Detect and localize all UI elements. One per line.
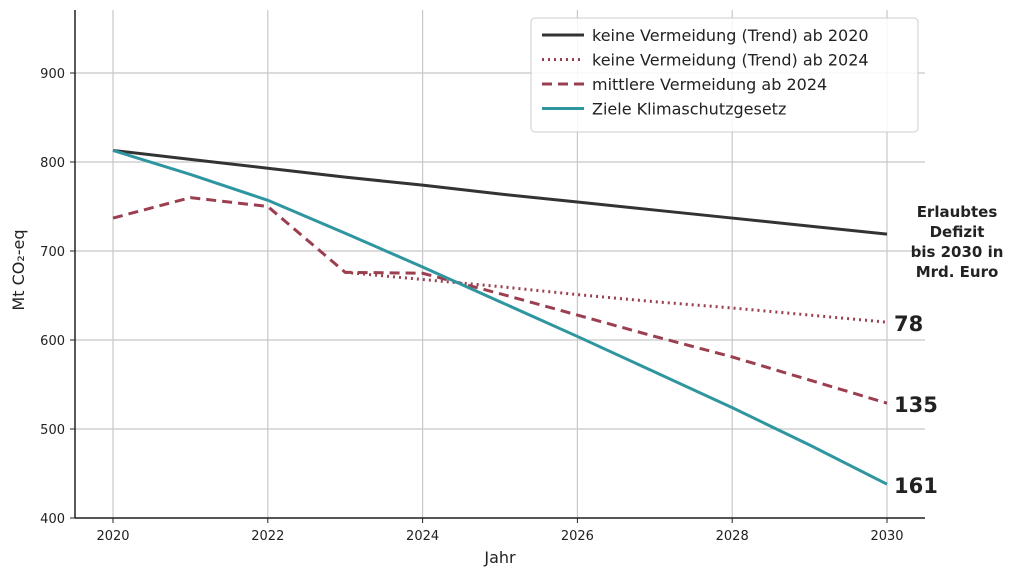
axes: 2020 2022 2024 2026 2028 2030 400 500 600 700 800 9…	[40, 10, 925, 544]
x-tick-label: 2030	[870, 529, 903, 544]
y-tick-label: 600	[40, 334, 65, 349]
series-lines	[112, 148, 888, 486]
deficit-annotations: Erlaubtes Defizit bis 2030 in Mrd. Euro 78 13…	[894, 203, 1003, 498]
legend-box	[530, 17, 919, 133]
legend-label-1: keine Vermeidung (Trend) ab 2024	[592, 51, 869, 70]
x-tick-label: 2022	[251, 529, 284, 544]
annotation-header-line: Mrd. Euro	[916, 263, 999, 281]
series-line-0	[112, 148, 888, 236]
x-tick-label: 2020	[96, 529, 129, 544]
y-tick-label: 700	[40, 245, 65, 260]
legend-label-0: keine Vermeidung (Trend) ab 2020	[592, 26, 869, 45]
x-axis-label: Jahr	[483, 548, 516, 567]
x-tick-label: 2028	[716, 529, 749, 544]
annotation-header-line: bis 2030 in	[911, 243, 1004, 261]
deficit-value: 78	[894, 312, 923, 336]
annotation-header-line: Erlaubtes	[917, 203, 998, 221]
annotation-header-line: Defizit	[930, 223, 985, 241]
y-tick-label: 500	[40, 423, 65, 438]
x-tick-label: 2026	[561, 529, 594, 544]
y-tick-label: 400	[40, 512, 65, 527]
x-tick-label: 2024	[406, 529, 439, 544]
legend: keine Vermeidung (Trend) ab 2020 keine Ve…	[530, 17, 919, 133]
y-tick-label: 900	[40, 67, 65, 82]
series-line-1	[345, 270, 888, 324]
deficit-value: 161	[894, 474, 938, 498]
y-tick-label: 800	[40, 156, 65, 171]
series-line-3	[112, 148, 888, 486]
series-line-2	[112, 196, 888, 405]
legend-label-3: Ziele Klimaschutzgesetz	[592, 100, 786, 119]
y-axis-label: Mt CO₂-eq	[9, 229, 28, 310]
deficit-value: 135	[894, 393, 938, 417]
legend-label-2: mittlere Vermeidung ab 2024	[592, 75, 827, 94]
